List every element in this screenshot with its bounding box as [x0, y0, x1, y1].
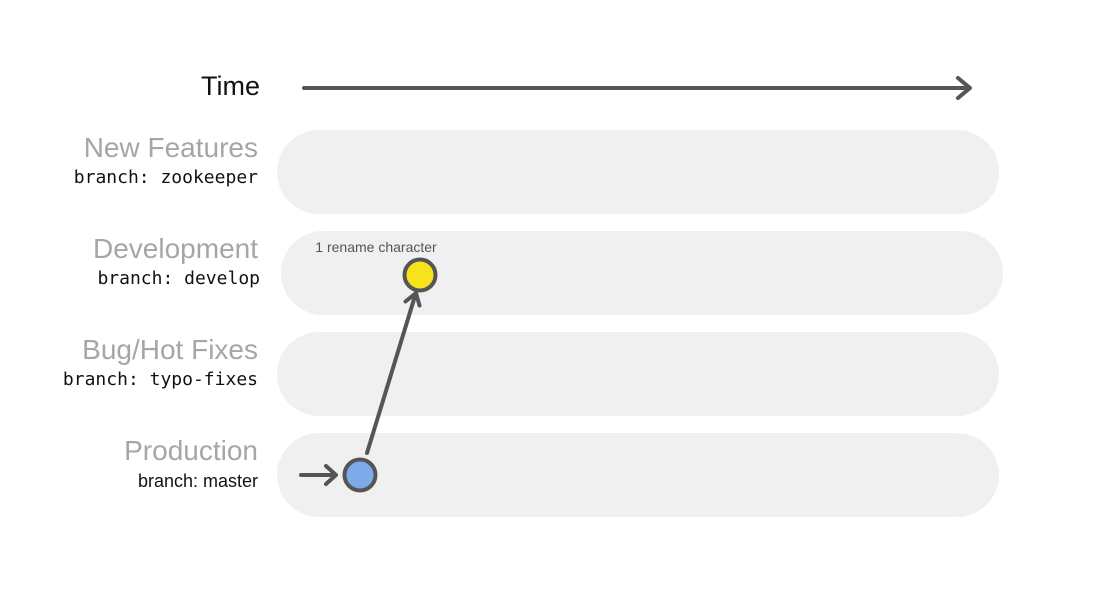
lane-title-bug-hot-fixes: Bug/Hot Fixes	[82, 334, 258, 365]
develop-commit-node[interactable]	[402, 257, 438, 293]
lane-title-production: Production	[124, 435, 258, 466]
lane-branch-zookeeper: branch: zookeeper	[73, 167, 258, 188]
time-axis-arrow	[302, 76, 972, 100]
lane-title-development: Development	[93, 233, 258, 264]
lane-branch-develop: branch: develop	[97, 268, 260, 289]
lane-production	[277, 433, 999, 517]
lane-title-new-features: New Features	[83, 132, 258, 163]
master-incoming-arrow	[299, 464, 338, 486]
lane-new-features	[277, 130, 999, 214]
master-commit-node[interactable]	[342, 457, 378, 493]
branch-to-develop-arrow	[365, 291, 422, 455]
lane-development	[281, 231, 1003, 315]
lane-bug-hot-fixes	[277, 332, 999, 416]
lane-branch-master: branch: master	[137, 471, 258, 491]
lane-branch-typo-fixes: branch: typo-fixes	[62, 369, 258, 390]
develop-commit-label: 1 rename character	[315, 239, 437, 255]
time-axis-label: Time	[201, 71, 260, 101]
